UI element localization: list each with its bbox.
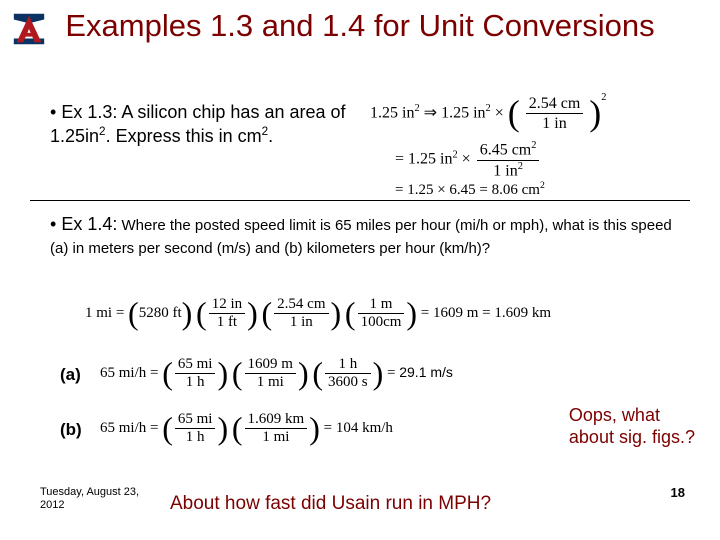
footer-question: About how fast did Usain run in MPH?: [170, 493, 491, 515]
rparen-icon: ): [589, 92, 601, 135]
eq1-mid-sup: 2: [486, 103, 491, 114]
divider: [30, 200, 690, 201]
ex13-text3: .: [268, 126, 273, 146]
rparen-icon: ): [406, 295, 417, 332]
eq1-lhs: 1.25 in: [370, 104, 414, 121]
eq2-num: 6.45 cm2: [477, 140, 540, 161]
b-f1: 65 mi1 h: [175, 411, 216, 446]
lparen-icon: (: [345, 295, 356, 332]
oops-l2: about sig. figs.?: [569, 427, 695, 447]
ex13-text2: . Express this in cm: [106, 126, 262, 146]
mi-rhs: = 1609 m = 1.609 km: [421, 305, 551, 321]
eq1-mid: ⇒ 1.25 in: [424, 104, 486, 121]
ex13-prefix: Ex 1.3:: [61, 102, 117, 122]
label-a: (a): [60, 365, 81, 385]
slide-title: Examples 1.3 and 1.4 for Unit Conversion…: [30, 8, 690, 44]
ex14-body: Where the posted speed limit is 65 miles…: [50, 217, 672, 257]
a-result: 29.1 m/s: [399, 364, 453, 380]
rparen-icon: ): [309, 410, 320, 447]
lparen-icon: (: [232, 410, 243, 447]
mi-f1: 12 in1 ft: [209, 296, 245, 331]
date-l1: Tuesday, August 23,: [40, 486, 139, 498]
rparen-icon: ): [217, 355, 228, 392]
oops-note: Oops, what about sig. figs.?: [569, 405, 695, 448]
eq1-times: ×: [495, 104, 508, 121]
eq1-pow: 2: [601, 92, 606, 103]
lparen-icon: (: [508, 92, 520, 135]
mi-f3: 1 m100cm: [358, 296, 405, 331]
eq2-den: 1 in2: [477, 161, 540, 181]
a-f1: 65 mi1 h: [175, 356, 216, 391]
rparen-icon: ): [182, 295, 193, 332]
rparen-icon: ): [331, 295, 342, 332]
equation-2: = 1.25 in2 × 6.45 cm2 1 in2: [395, 140, 541, 180]
lparen-icon: (: [262, 295, 273, 332]
a-lhs: 65 mi/h =: [100, 365, 162, 381]
eq3-sup: 2: [540, 180, 545, 191]
eq3-text: = 1.25 × 6.45 = 8.06 cm: [395, 182, 540, 198]
a-f2: 1609 m1 mi: [245, 356, 296, 391]
row-b: 65 mi/h = (65 mi1 h) (1.609 km1 mi) = 10…: [100, 410, 393, 447]
eq1-num: 2.54 cm: [526, 94, 584, 114]
b-f2: 1.609 km1 mi: [245, 411, 308, 446]
uta-logo-icon: [10, 10, 48, 48]
equation-1: 1.25 in2 ⇒ 1.25 in2 × ( 2.54 cm 1 in )2: [370, 92, 607, 135]
lparen-icon: (: [162, 355, 173, 392]
eq2-frac: 6.45 cm2 1 in2: [477, 140, 540, 180]
oops-l1: Oops, what: [569, 405, 660, 425]
eq1-lhs-sup: 2: [414, 103, 419, 114]
a-eq: =: [387, 365, 399, 381]
b-lhs: 65 mi/h =: [100, 420, 162, 436]
date-l2: 2012: [40, 499, 64, 511]
rparen-icon: ): [373, 355, 384, 392]
rparen-icon: ): [247, 295, 258, 332]
eq2-times: ×: [462, 151, 475, 168]
ex14-prefix: Ex 1.4:: [61, 214, 117, 234]
lparen-icon: (: [128, 295, 139, 332]
ex14-bullet: • Ex 1.4: Where the posted speed limit i…: [50, 213, 690, 259]
mi-lhs: 1 mi =: [85, 305, 128, 321]
mi-f2: 2.54 cm1 in: [274, 296, 328, 331]
bullet-icon: •: [50, 214, 56, 234]
eq2-lhs-sup: 2: [452, 149, 457, 160]
label-b: (b): [60, 420, 82, 440]
mi-factor: 5280 ft: [139, 305, 182, 321]
eq1-frac: 2.54 cm 1 in: [526, 94, 584, 133]
row-a: 65 mi/h = (65 mi1 h) (1609 m1 mi) (1 h36…: [100, 355, 453, 392]
a-f3: 1 h3600 s: [325, 356, 371, 391]
bullet-icon: •: [50, 102, 56, 122]
slide: Examples 1.3 and 1.4 for Unit Conversion…: [0, 0, 720, 540]
b-rhs: = 104 km/h: [324, 420, 393, 436]
page-number: 18: [671, 485, 685, 500]
eq1-den: 1 in: [526, 114, 584, 133]
rparen-icon: ): [298, 355, 309, 392]
lparen-icon: (: [312, 355, 323, 392]
ex13-bullet: • Ex 1.3: A silicon chip has an area of …: [50, 100, 350, 149]
rparen-icon: ): [217, 410, 228, 447]
lparen-icon: (: [196, 295, 207, 332]
lparen-icon: (: [162, 410, 173, 447]
equation-3: = 1.25 × 6.45 = 8.06 cm2: [395, 180, 545, 199]
footer-date: Tuesday, August 23, 2012: [40, 486, 139, 512]
eq2-lhs: = 1.25 in: [395, 151, 452, 168]
mile-conversion-row: 1 mi = (5280 ft) (12 in1 ft) (2.54 cm1 i…: [85, 295, 551, 332]
lparen-icon: (: [232, 355, 243, 392]
